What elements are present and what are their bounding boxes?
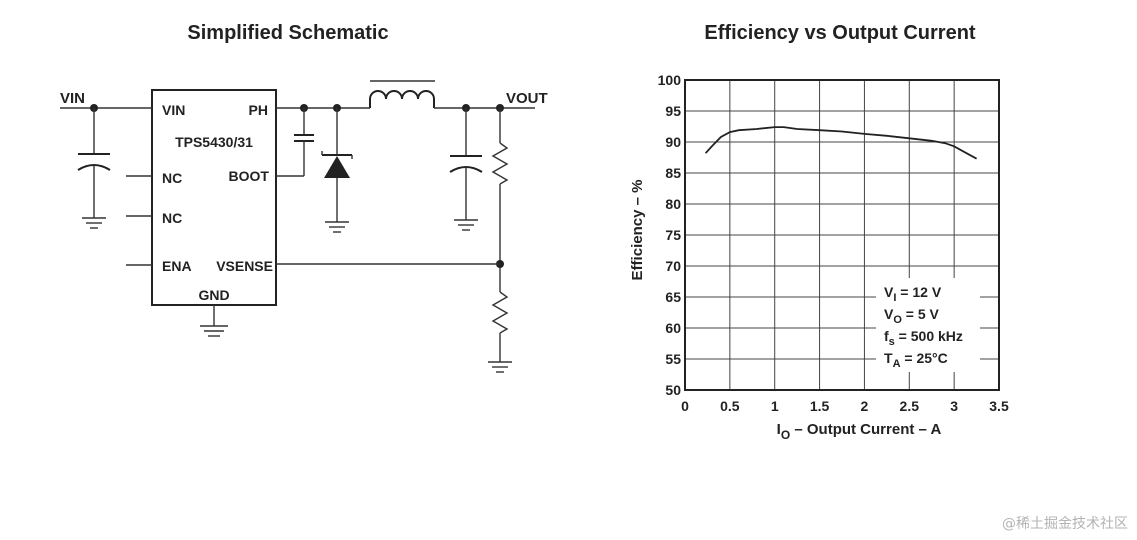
input-cap-ground-icon xyxy=(82,217,106,229)
x-tick-label: 0 xyxy=(681,398,689,414)
pin-ph-label: PH xyxy=(249,102,268,118)
y-tick-label: 85 xyxy=(665,165,681,181)
pin-vsense-label: VSENSE xyxy=(216,258,273,274)
watermark: @稀土掘金技术社区 xyxy=(1002,516,1128,532)
chip-ground-icon xyxy=(200,305,228,337)
schematic-title: Simplified Schematic xyxy=(187,22,388,44)
pin-gnd-label: GND xyxy=(198,287,229,303)
y-tick-label: 75 xyxy=(665,227,681,243)
x-tick-label: 1 xyxy=(771,398,779,414)
net-vout-label: VOUT xyxy=(506,90,548,107)
test-condition: VO = 5 V xyxy=(884,306,940,326)
y-tick-label: 80 xyxy=(665,196,681,212)
x-tick-label: 3 xyxy=(950,398,958,414)
y-tick-label: 70 xyxy=(665,258,681,274)
y-tick-label: 100 xyxy=(658,72,682,88)
y-tick-label: 55 xyxy=(665,351,681,367)
y-tick-label: 50 xyxy=(665,382,681,398)
tps5430-chip xyxy=(151,89,277,306)
test-condition: fs = 500 kHz xyxy=(884,328,963,348)
output-network xyxy=(276,104,512,373)
bottom-resistor-icon xyxy=(491,291,509,334)
y-tick-label: 90 xyxy=(665,134,681,150)
x-tick-label: 2.5 xyxy=(900,398,920,414)
pin-vin-label: VIN xyxy=(162,102,185,118)
test-condition: VI = 12 V xyxy=(884,284,942,304)
top-resistor-icon xyxy=(491,142,509,185)
y-tick-label: 65 xyxy=(665,289,681,305)
input-network xyxy=(60,104,152,229)
catch-diode-icon xyxy=(321,108,353,233)
pin-nc1-label: NC xyxy=(162,170,182,186)
x-tick-label: 1.5 xyxy=(810,398,830,414)
chip-part-number: TPS5430/31 xyxy=(175,134,253,150)
test-condition: TA = 25°C xyxy=(884,350,948,370)
pin-nc2-label: NC xyxy=(162,210,182,226)
pin-boot-label: BOOT xyxy=(229,168,270,184)
chart-title: Efficiency vs Output Current xyxy=(704,22,975,44)
y-tick-label: 95 xyxy=(665,103,681,119)
schematic-panel: Simplified Schematic TPS5430/31 VIN PH N… xyxy=(60,22,548,373)
switch-node xyxy=(276,104,370,177)
efficiency-line xyxy=(704,126,978,160)
pin-ena-label: ENA xyxy=(162,258,192,274)
y-tick-label: 60 xyxy=(665,320,681,336)
x-tick-label: 3.5 xyxy=(989,398,1009,414)
x-tick-label: 2 xyxy=(861,398,869,414)
y-tick-labels: 50 55 60 65 70 75 80 85 90 95 100 xyxy=(658,72,682,398)
efficiency-chart: Efficiency vs Output Current 50 55 60 65 70 7… xyxy=(629,22,1009,442)
plot-frame xyxy=(684,79,1000,391)
x-tick-labels: 0 0.5 1 1.5 2 2.5 3 3.5 xyxy=(681,398,1009,414)
x-tick-label: 0.5 xyxy=(720,398,740,414)
y-axis-label: Efficiency – % xyxy=(629,180,646,281)
output-cap-ground-icon xyxy=(454,219,478,231)
inductor-icon xyxy=(369,80,535,109)
divider-ground-icon xyxy=(488,361,512,373)
net-vin-label: VIN xyxy=(60,90,85,107)
x-axis-label: IO – Output Current – A xyxy=(777,421,942,442)
